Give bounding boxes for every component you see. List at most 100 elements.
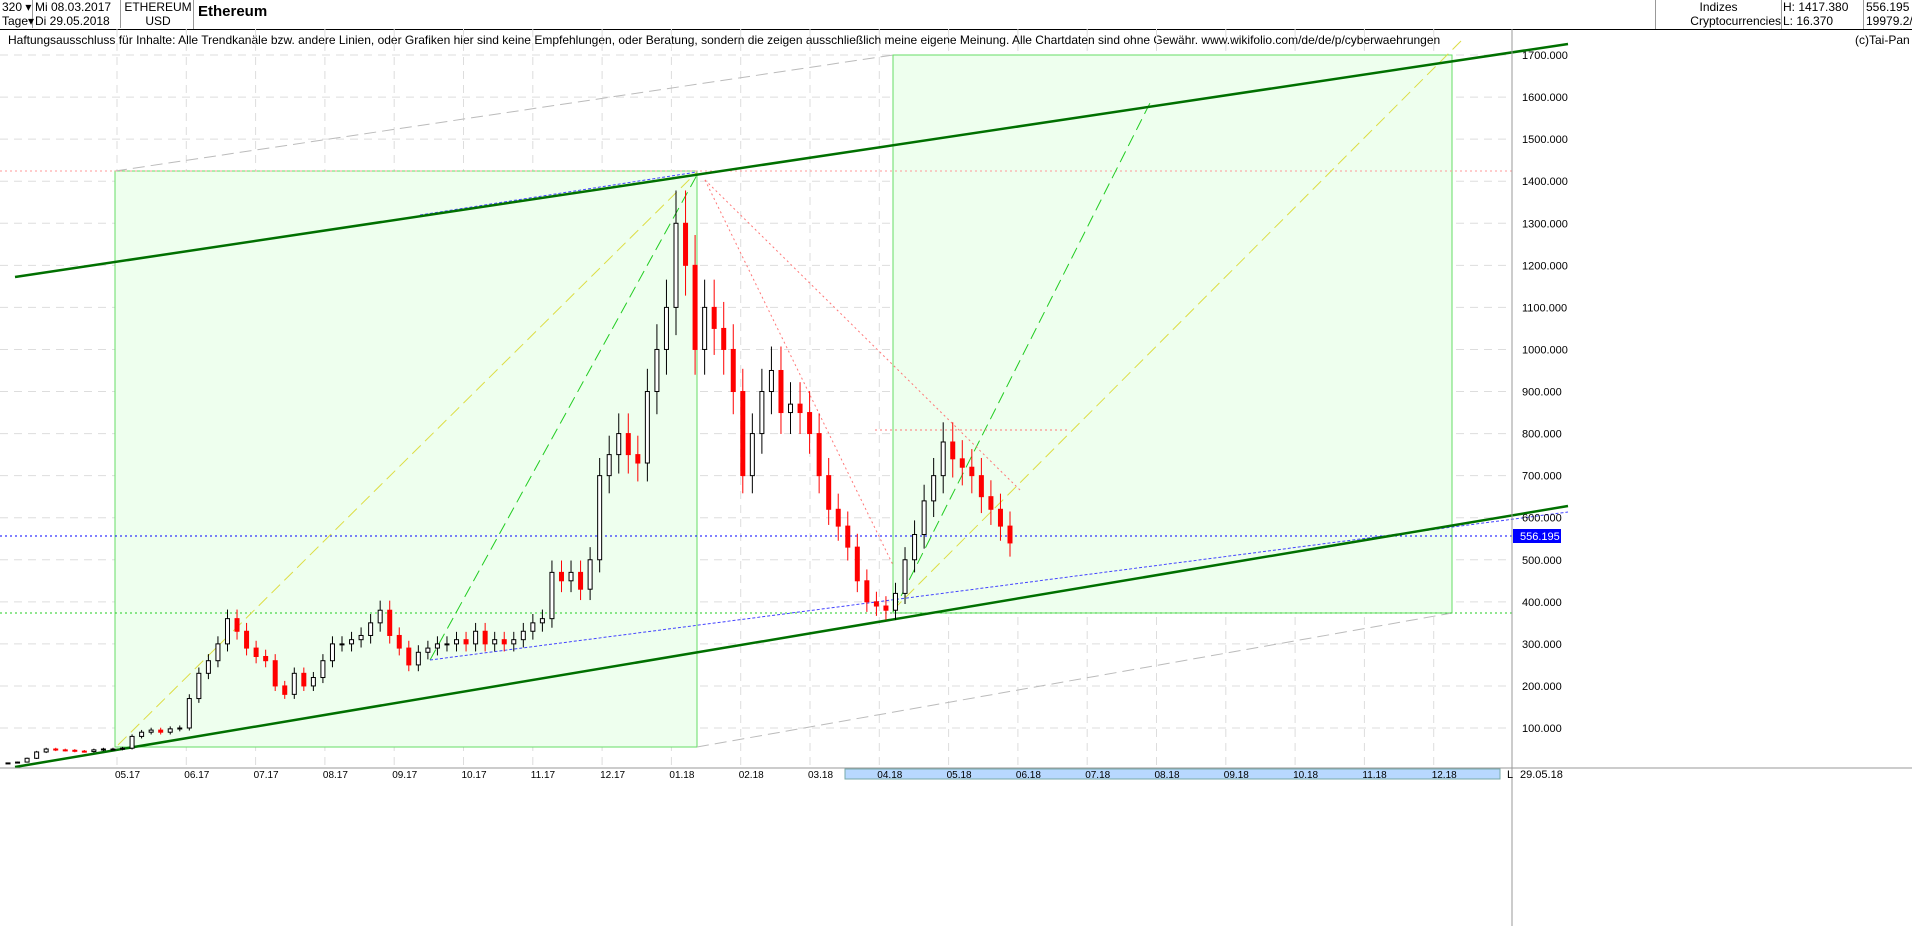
header-bar: 320 ▾ Tage▾ Mi 08.03.2017 Di 29.05.2018 … <box>0 0 1912 30</box>
x-tick-label: 05.17 <box>115 770 140 781</box>
candle-body <box>5 762 11 765</box>
grid <box>0 29 1512 768</box>
candle-body <box>473 630 479 645</box>
candle-body <box>205 660 211 674</box>
candle-body <box>683 222 689 266</box>
candle-body <box>196 672 202 700</box>
index-name: Cryptocurrencies <box>1690 14 1781 28</box>
candle-body <box>263 655 269 662</box>
candle-body <box>253 647 259 657</box>
period-select[interactable]: 320 ▾ <box>2 0 33 14</box>
symbol: ETHEREUM USD <box>123 0 194 29</box>
candle-body <box>625 433 631 456</box>
candle-body <box>215 643 221 662</box>
candle-body <box>53 748 59 751</box>
candle-body <box>663 306 669 350</box>
candle-body <box>463 639 469 645</box>
unit-select[interactable]: Tage▾ <box>2 14 35 28</box>
candle-body <box>606 454 612 477</box>
y-tick-label: 100.000 <box>1522 723 1562 735</box>
candle-body <box>587 559 593 590</box>
y-tick-label: 1200.000 <box>1522 260 1568 272</box>
candle-body <box>272 660 278 687</box>
candle-body <box>997 508 1003 527</box>
candle-body <box>807 412 813 435</box>
candle-body <box>950 441 956 460</box>
scroll-label[interactable]: L <box>1507 769 1513 781</box>
y-tick-label: 1000.000 <box>1522 344 1568 356</box>
copyright: (c)Tai-Pan <box>1855 33 1910 47</box>
candle-body <box>988 496 994 510</box>
red-dot-2 <box>704 179 1021 491</box>
zone-rect-1 <box>114 170 698 748</box>
candle-body <box>959 458 965 468</box>
x-tick-label: 08.17 <box>323 770 348 781</box>
x-tick-label: 09.18 <box>1224 770 1249 781</box>
candle-body <box>387 609 393 636</box>
upper-channel-line <box>14 42 1569 279</box>
currency: USD <box>145 14 171 28</box>
x-tick-label: 06.18 <box>1016 770 1041 781</box>
yellow-dash-2 <box>892 39 1463 611</box>
date-from[interactable]: Mi 08.03.2017 <box>35 0 121 14</box>
candle-body <box>425 647 431 653</box>
x-tick-label: 09.17 <box>392 770 417 781</box>
candle-body <box>282 685 288 695</box>
candle-body <box>702 306 708 350</box>
candle-body <box>749 433 755 477</box>
x-tick-label: 12.17 <box>600 770 625 781</box>
x-end-label: 29.05.18 <box>1520 769 1563 781</box>
candle-body <box>177 727 183 730</box>
candle-body <box>845 525 851 548</box>
candle-body <box>100 748 106 751</box>
lower-channel-line <box>14 504 1569 769</box>
high-value: H: 1417.380 <box>1783 0 1849 14</box>
blue-dash-upper <box>419 171 698 216</box>
candle-body <box>635 454 641 464</box>
x-tick-label: 05.18 <box>947 770 972 781</box>
y-tick-label: 1300.000 <box>1522 218 1568 230</box>
chart-title: Ethereum <box>198 3 268 20</box>
green-dash-2 <box>892 102 1151 613</box>
candle-body <box>167 728 173 733</box>
x-tick-label: 07.18 <box>1085 770 1110 781</box>
candle-body <box>339 643 345 646</box>
x-tick-label: 12.18 <box>1432 770 1457 781</box>
candle-body <box>62 749 68 752</box>
candle-body <box>81 750 87 753</box>
candle-body <box>24 757 30 763</box>
date-to[interactable]: Di 29.05.2018 <box>35 14 121 28</box>
candle-body <box>148 729 154 733</box>
candle-body <box>912 534 918 561</box>
candle-body <box>482 630 488 645</box>
candle-body <box>15 761 21 764</box>
candle-body <box>1007 525 1013 544</box>
scrollbar[interactable] <box>844 768 1501 780</box>
candle-body <box>711 306 717 329</box>
candle-body <box>883 605 889 611</box>
candle-body <box>539 618 545 624</box>
candle-body <box>224 618 230 645</box>
candle-body <box>892 592 898 611</box>
candle-body <box>921 500 927 536</box>
candle-body <box>826 475 832 510</box>
y-tick-label: 500.000 <box>1522 555 1562 567</box>
candle-body <box>778 369 784 414</box>
candle-body <box>320 660 326 679</box>
candle-body <box>492 639 498 645</box>
x-tick-label: 11.18 <box>1362 770 1387 781</box>
x-tick-label: 10.17 <box>462 770 487 781</box>
candle-body <box>406 647 412 666</box>
x-tick-label: 10.18 <box>1293 770 1318 781</box>
x-tick-label: 11.17 <box>531 770 556 781</box>
candle-body <box>139 731 145 737</box>
candle-body <box>788 403 794 414</box>
candle-body <box>511 639 517 645</box>
y-tick-label: 900.000 <box>1522 387 1562 399</box>
zone-rect-2 <box>892 54 1453 614</box>
candle-body <box>310 677 316 687</box>
y-tick-label: 800.000 <box>1522 429 1562 441</box>
unit-value: Tage <box>2 14 29 28</box>
candle-body <box>186 698 192 729</box>
